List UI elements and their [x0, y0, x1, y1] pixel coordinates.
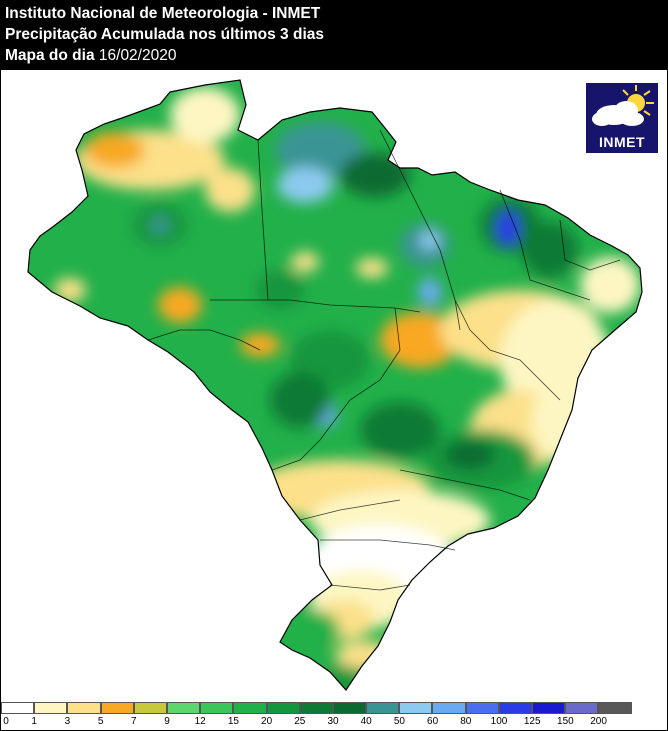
legend-tick-label: 20 — [261, 716, 273, 727]
legend-swatch — [399, 702, 433, 714]
legend-tick-label: 0 — [3, 716, 9, 727]
legend-swatch — [34, 702, 68, 714]
map-header: Instituto Nacional de Meteorologia - INM… — [0, 0, 668, 70]
legend-tick-label: 15 — [227, 716, 239, 727]
legend-tick-label: 50 — [393, 716, 405, 727]
legend-swatch — [565, 702, 599, 714]
map-date-label: Mapa do dia — [5, 47, 95, 64]
legend-tick-label: 3 — [64, 716, 71, 727]
legend-tick-label: 200 — [590, 716, 607, 727]
legend-swatch — [598, 702, 632, 714]
legend-swatch — [266, 702, 300, 714]
inmet-logo: INMET — [586, 83, 658, 153]
legend-swatch — [1, 702, 35, 714]
legend-tick-label: 7 — [131, 716, 137, 727]
legend-swatch — [299, 702, 333, 714]
legend-tick-label: 1 — [31, 716, 37, 727]
legend-tick-label: 9 — [164, 716, 170, 727]
legend-swatch — [133, 702, 167, 714]
legend-tick-label: 25 — [294, 716, 306, 727]
legend-swatch — [200, 702, 234, 714]
legend-tick-label: 40 — [360, 716, 372, 727]
legend-swatch — [67, 702, 101, 714]
map-date-value: 16/02/2020 — [98, 47, 177, 64]
legend-ticks: 0 1 3 5 7 9 12 15 20 25 30 40 50 60 80 100 125 150 200 — [0, 716, 668, 730]
legend-swatch — [166, 702, 201, 714]
legend-swatch — [465, 702, 499, 714]
precipitation-field — [28, 80, 642, 690]
legend-swatch — [332, 702, 367, 714]
logo-text: INMET — [598, 134, 646, 150]
legend-tick-label: 12 — [194, 716, 206, 727]
legend-swatch — [366, 702, 400, 714]
legend-swatch — [498, 702, 532, 714]
legend-tick-label: 125 — [523, 716, 541, 727]
legend-tick-label: 80 — [460, 716, 472, 727]
product-title: Precipitação Acumulada nos últimos 3 dia… — [5, 26, 324, 43]
legend-swatch — [532, 702, 566, 714]
legend-tick-label: 100 — [490, 716, 508, 727]
sun-cloud-icon — [592, 85, 654, 126]
institution-title: Instituto Nacional de Meteorologia - INM… — [5, 5, 321, 22]
map-date-line: Mapa do dia 16/02/2020 — [5, 46, 176, 66]
legend-swatch — [233, 702, 267, 714]
precipitation-map — [27, 79, 643, 691]
legend-tick-label: 30 — [327, 716, 339, 727]
legend-tick-label: 5 — [97, 716, 104, 727]
color-legend — [1, 702, 632, 716]
legend-tick-label: 60 — [427, 716, 439, 727]
legend-tick-label: 150 — [557, 716, 574, 727]
state-borders — [147, 129, 621, 591]
legend-swatch — [100, 702, 134, 714]
legend-swatch — [432, 702, 466, 714]
